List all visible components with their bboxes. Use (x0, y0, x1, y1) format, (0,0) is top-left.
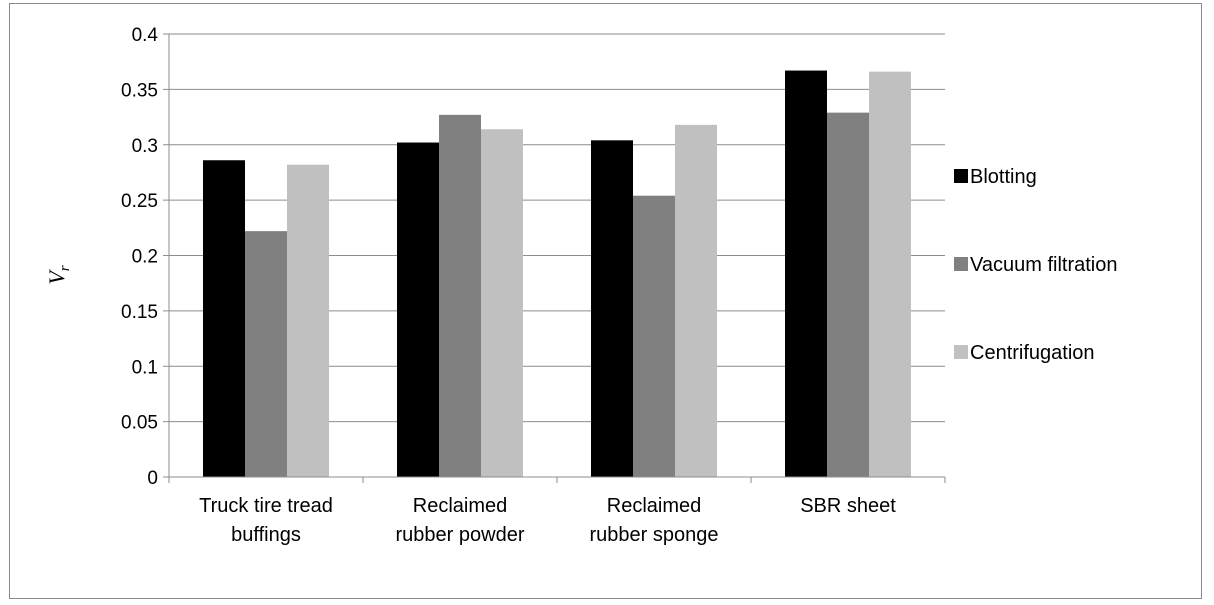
y-axis-title-main: V (44, 269, 69, 285)
y-tick-label: 0.35 (121, 80, 158, 101)
y-axis-title-sub: r (57, 265, 73, 271)
bar-vacuum-filtration (827, 112, 869, 477)
x-category-labels: Truck tire tread buffings Reclaimed rubber … (199, 495, 896, 546)
y-tick-label: 0.3 (132, 136, 158, 157)
axes (163, 33, 946, 483)
y-tick-label: 0.15 (121, 302, 158, 323)
bar-centrifugation (675, 124, 717, 477)
bar-vacuum-filtration (633, 195, 675, 477)
legend-label: Vacuum filtration (970, 254, 1117, 276)
x-category-label: Reclaimed rubber sponge (590, 495, 719, 546)
legend: Blotting Vacuum filtration Centrifugation (954, 166, 1117, 364)
bar-blotting (203, 160, 245, 477)
bar-blotting (591, 140, 633, 477)
y-tick-label: 0 (147, 468, 158, 489)
bar-centrifugation (481, 129, 523, 477)
y-tick-label: 0.4 (132, 25, 159, 46)
y-tick-label: 0.1 (132, 357, 158, 378)
y-tick-label: 0.2 (132, 247, 158, 268)
legend-swatch (954, 169, 968, 183)
x-category-label: SBR sheet (800, 495, 896, 517)
y-tick-labels: 0 0.05 0.1 0.15 0.2 0.25 0.3 0.35 0.4 (121, 25, 158, 489)
bars (203, 70, 911, 478)
bar-chart: 0 0.05 0.1 0.15 0.2 0.25 0.3 0.35 0.4 Truck tire… (44, 25, 1117, 546)
y-axis-title: Vr (44, 265, 73, 284)
bar-vacuum-filtration (245, 231, 287, 477)
bar-centrifugation (287, 164, 329, 477)
bar-vacuum-filtration (439, 114, 481, 477)
bar-centrifugation (869, 71, 911, 477)
bar-blotting (785, 70, 827, 478)
legend-swatch (954, 257, 968, 271)
bar-blotting (397, 142, 439, 477)
x-category-label: Truck tire tread buffings (199, 495, 333, 546)
y-tick-label: 0.25 (121, 191, 158, 212)
legend-label: Blotting (970, 166, 1037, 188)
legend-swatch (954, 345, 968, 359)
y-tick-label: 0.05 (121, 413, 158, 434)
legend-label: Centrifugation (970, 342, 1095, 364)
x-category-label: Reclaimed rubber powder (396, 495, 525, 546)
chart-frame: 0 0.05 0.1 0.15 0.2 0.25 0.3 0.35 0.4 Truck tire… (9, 3, 1202, 599)
